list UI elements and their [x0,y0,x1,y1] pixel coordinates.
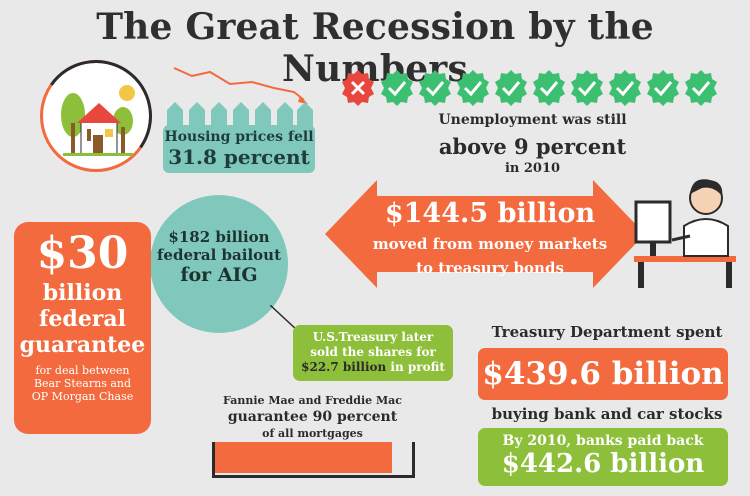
bear-stearns-line3: federal [38,306,127,332]
housing-line1: Housing prices fell [164,129,314,145]
check-badge-icon [571,70,603,106]
bank-stocks-line2: buying bank and car stocks [491,405,723,423]
payback-line1: By 2010, banks paid back [502,433,704,449]
mortgage-guarantee-bar [212,442,415,478]
person-at-computer-icon [634,179,736,288]
unemployment-line3: in 2010 [504,161,561,176]
check-badge-icon [381,70,413,106]
bear-stearns-small1: for deal between [35,364,130,377]
aig-line1: $182 billion [168,228,270,246]
bear-stearns-box: $30 billion federal guarantee for deal b… [14,222,151,434]
unemployment-line2: above 9 percent [438,134,627,159]
bear-stearns-line2: billion [42,280,123,306]
bank-stocks-amount: $439.6 billion [478,348,728,400]
house-icon [61,85,135,156]
check-badge-icon [685,70,717,106]
unemployment-badges [342,70,717,106]
aig-line2: federal bailout [156,246,281,264]
fannie-line2: guarantee 90 percent [227,409,398,425]
fannie-line3: of all mortgages [262,427,363,440]
treasury-shares-line2: sold the shares for [310,345,436,359]
treasury-shares-line1: U.S.Treasury later [312,330,434,344]
payback-box: By 2010, banks paid back $442.6 billion [478,428,728,486]
unemployment-line1: Unemployment was still [438,112,627,128]
treasury-shares-suffix: in profit [386,360,445,374]
page-title: The Great Recession by the Numbers [96,6,654,90]
treasury-shares-box: U.S.Treasury later sold the shares for $… [293,325,453,381]
bear-stearns-amount: $30 [36,228,129,279]
bear-stearns-line4: guarantee [19,332,146,358]
housing-prices-box: Housing prices fell 31.8 percent [163,125,315,173]
payback-amount: $442.6 billion [501,449,705,479]
check-badge-icon [457,70,489,106]
x-badge-icon [342,70,374,106]
housing-line2: 31.8 percent [168,145,310,169]
money-markets-line3: to treasury bonds [416,259,564,277]
aig-line3: for AIG [180,264,258,286]
double-arrow-shape [325,180,645,288]
house-illustration-circle [31,51,161,181]
fannie-line1: Fannie Mae and Freddie Mac [223,394,402,407]
check-badge-icon [419,70,451,106]
money-markets-amount: $144.5 billion [384,198,596,229]
bear-stearns-small2: Bear Stearns and [33,377,132,390]
mortgage-guarantee-bar-fill [215,442,393,473]
fence-icon [167,102,313,128]
check-badge-icon [647,70,679,106]
money-markets-line2: moved from money markets [372,235,608,253]
bear-stearns-small3: OP Morgan Chase [31,390,134,403]
bank-stocks-line1: Treasury Department spent [491,323,723,341]
check-badge-icon [495,70,527,106]
treasury-shares-amount: $22.7 billion [301,360,387,374]
aig-bailout-circle: $182 billion federal bailout for AIG [150,195,288,333]
check-badge-icon [533,70,565,106]
check-badge-icon [609,70,641,106]
falling-trend-line-icon [173,67,308,104]
